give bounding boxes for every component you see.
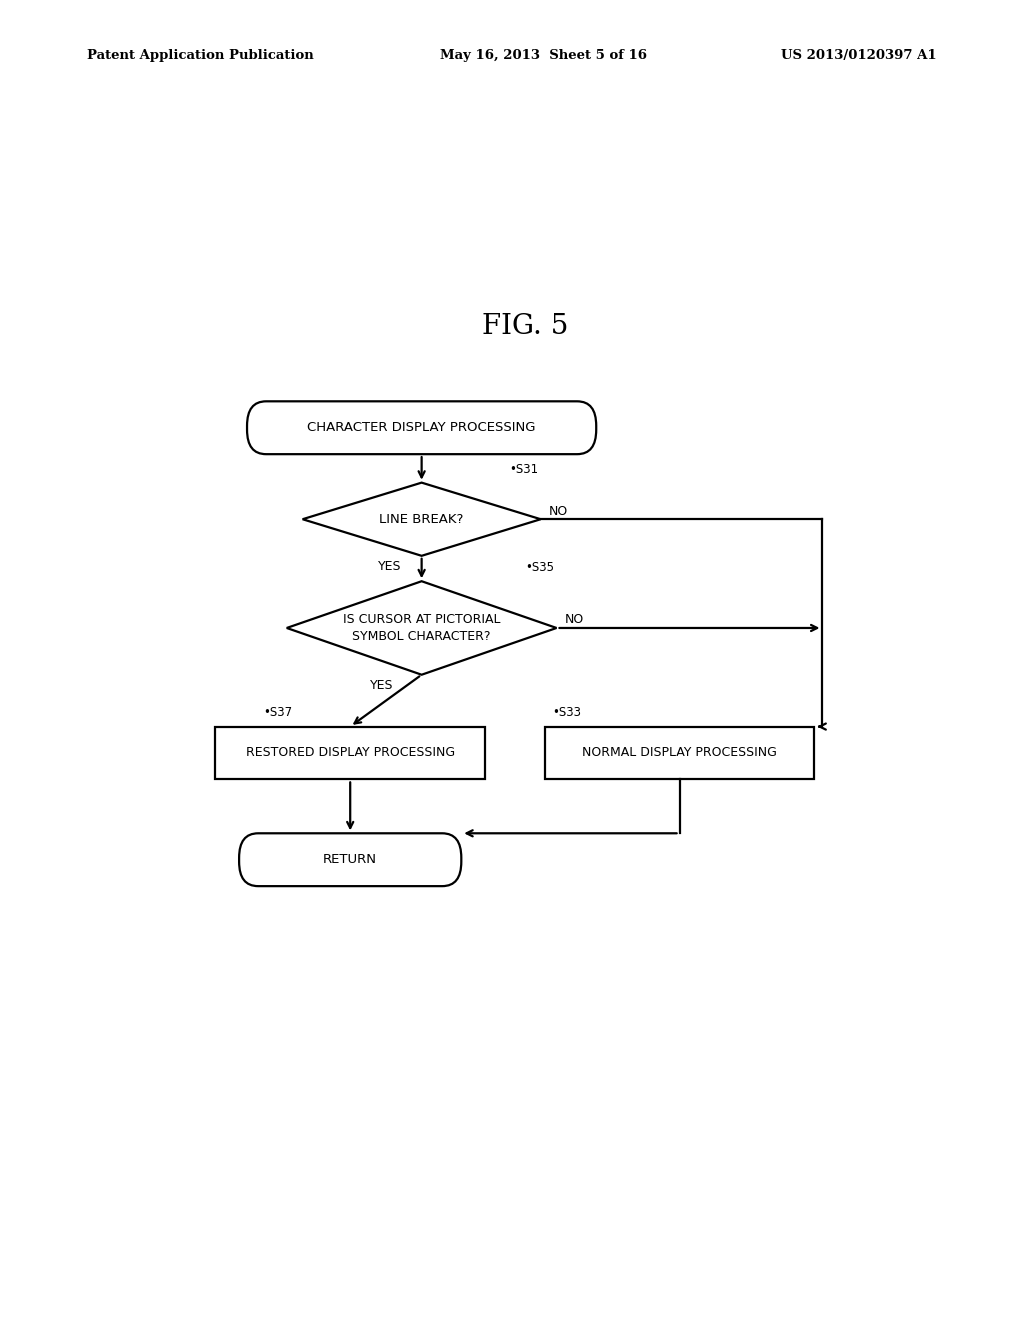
Polygon shape	[287, 581, 557, 675]
Text: •S35: •S35	[524, 561, 554, 574]
FancyBboxPatch shape	[247, 401, 596, 454]
Text: RETURN: RETURN	[324, 853, 377, 866]
Text: NORMAL DISPLAY PROCESSING: NORMAL DISPLAY PROCESSING	[582, 747, 777, 759]
Text: •S37: •S37	[263, 706, 292, 719]
FancyBboxPatch shape	[240, 833, 462, 886]
Text: YES: YES	[371, 678, 393, 692]
Text: RESTORED DISPLAY PROCESSING: RESTORED DISPLAY PROCESSING	[246, 747, 455, 759]
Text: Patent Application Publication: Patent Application Publication	[87, 49, 313, 62]
Text: IS CURSOR AT PICTORIAL
SYMBOL CHARACTER?: IS CURSOR AT PICTORIAL SYMBOL CHARACTER?	[343, 612, 501, 643]
Text: CHARACTER DISPLAY PROCESSING: CHARACTER DISPLAY PROCESSING	[307, 421, 536, 434]
Text: May 16, 2013  Sheet 5 of 16: May 16, 2013 Sheet 5 of 16	[440, 49, 647, 62]
Polygon shape	[303, 483, 541, 556]
Bar	[545, 726, 814, 779]
Text: •S33: •S33	[553, 706, 582, 719]
Text: LINE BREAK?: LINE BREAK?	[380, 512, 464, 525]
Text: •S31: •S31	[509, 462, 538, 475]
Text: FIG. 5: FIG. 5	[481, 313, 568, 339]
Bar	[215, 726, 485, 779]
Text: YES: YES	[378, 560, 401, 573]
Text: NO: NO	[549, 504, 568, 517]
Text: US 2013/0120397 A1: US 2013/0120397 A1	[781, 49, 937, 62]
Text: NO: NO	[564, 614, 584, 627]
